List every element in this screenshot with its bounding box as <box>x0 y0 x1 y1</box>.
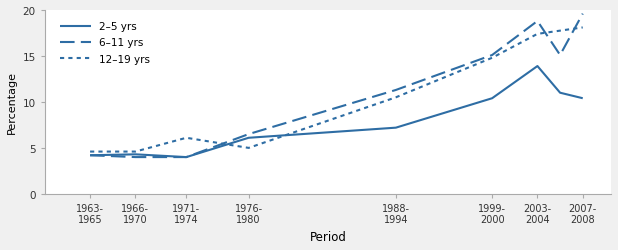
2–5 yrs <box>488 97 496 100</box>
Legend: 2–5 yrs, 6–11 yrs, 12–19 yrs: 2–5 yrs, 6–11 yrs, 12–19 yrs <box>56 18 154 68</box>
Line: 6–11 yrs: 6–11 yrs <box>90 14 583 158</box>
Line: 12–19 yrs: 12–19 yrs <box>90 28 583 152</box>
2–5 yrs <box>183 156 190 159</box>
2–5 yrs <box>556 92 564 95</box>
6–11 yrs <box>183 156 190 159</box>
2–5 yrs <box>245 137 252 140</box>
6–11 yrs <box>579 13 586 16</box>
6–11 yrs <box>392 89 400 92</box>
12–19 yrs <box>534 33 541 36</box>
6–11 yrs <box>132 156 139 159</box>
12–19 yrs <box>392 96 400 100</box>
12–19 yrs <box>488 57 496 60</box>
6–11 yrs <box>245 133 252 136</box>
Line: 2–5 yrs: 2–5 yrs <box>90 67 583 158</box>
X-axis label: Period: Period <box>310 230 346 243</box>
6–11 yrs <box>556 54 564 57</box>
12–19 yrs <box>183 137 190 140</box>
6–11 yrs <box>534 20 541 24</box>
2–5 yrs <box>132 153 139 156</box>
12–19 yrs <box>579 27 586 30</box>
2–5 yrs <box>392 127 400 130</box>
12–19 yrs <box>245 147 252 150</box>
2–5 yrs <box>534 65 541 68</box>
12–19 yrs <box>87 150 94 154</box>
6–11 yrs <box>488 54 496 57</box>
2–5 yrs <box>579 97 586 100</box>
12–19 yrs <box>132 150 139 154</box>
6–11 yrs <box>87 154 94 157</box>
Y-axis label: Percentage: Percentage <box>7 71 17 134</box>
2–5 yrs <box>87 154 94 157</box>
